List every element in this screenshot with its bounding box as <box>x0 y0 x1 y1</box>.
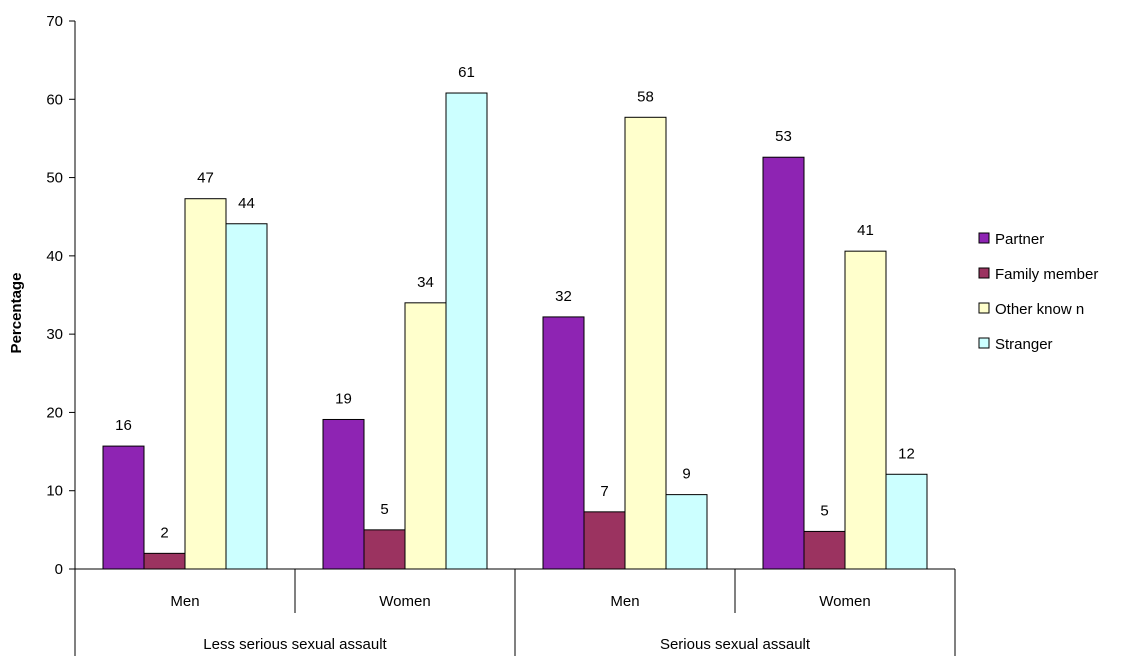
bar-family-member <box>143 552 186 570</box>
data-label: 61 <box>458 64 475 81</box>
y-tick-label: 30 <box>46 326 63 343</box>
data-label: 5 <box>820 502 828 519</box>
bar-stranger <box>665 494 708 570</box>
bar-family-member <box>363 529 406 570</box>
bar-other-know-n <box>624 116 667 570</box>
legend-label: Other know n <box>995 301 1084 318</box>
y-tick-label: 10 <box>46 483 63 500</box>
y-tick-label: 0 <box>55 561 63 578</box>
y-tick-label: 60 <box>46 91 63 108</box>
data-label: 19 <box>335 390 352 407</box>
legend-label: Partner <box>995 231 1044 248</box>
x-category-label: Women <box>379 593 430 610</box>
y-tick-label: 70 <box>46 13 63 30</box>
bar-family-member <box>803 530 846 570</box>
legend-label: Stranger <box>995 336 1053 353</box>
bar-other-know-n <box>844 250 887 570</box>
x-category-label: Men <box>610 593 639 610</box>
bar-stranger <box>225 223 268 570</box>
data-label: 41 <box>857 222 874 239</box>
bar-other-know-n <box>404 302 447 570</box>
bar-partner <box>762 156 805 570</box>
bar-partner <box>542 316 585 570</box>
legend-swatch <box>978 267 990 279</box>
data-label: 12 <box>898 445 915 462</box>
bar-partner <box>322 418 365 570</box>
data-label: 47 <box>197 170 214 187</box>
data-label: 44 <box>238 195 255 212</box>
bar-stranger <box>885 473 928 570</box>
y-tick-label: 40 <box>46 248 63 265</box>
bar-other-know-n <box>184 198 227 570</box>
x-category-label: Men <box>170 593 199 610</box>
data-label: 53 <box>775 128 792 145</box>
legend-swatch <box>978 302 990 314</box>
x-category-label: Women <box>819 593 870 610</box>
legend: Partner Family member Other know n Stranger <box>978 231 1098 353</box>
x-group-label: Less serious sexual assault <box>203 636 387 653</box>
data-label: 9 <box>682 466 690 483</box>
legend-swatch <box>978 337 990 349</box>
y-tick-label: 20 <box>46 404 63 421</box>
y-axis-title: Percentage <box>8 273 25 354</box>
legend-swatch <box>978 232 990 244</box>
data-label: 32 <box>555 288 572 305</box>
x-group-label: Serious sexual assault <box>660 636 811 653</box>
data-label: 58 <box>637 88 654 105</box>
legend-label: Family member <box>995 266 1098 283</box>
data-label: 16 <box>115 417 132 434</box>
data-label: 2 <box>160 524 168 541</box>
y-tick-label: 50 <box>46 170 63 187</box>
plot-area: 0 10 20 30 40 50 60 70 16 19 32 53 2 5 7 5 47 34 58 41 44 61 9… <box>46 13 956 656</box>
bar-partner <box>102 445 145 570</box>
data-label: 5 <box>380 501 388 518</box>
bar-family-member <box>583 511 626 570</box>
data-label: 7 <box>600 483 608 500</box>
data-label: 34 <box>417 274 434 291</box>
bar-stranger <box>445 92 488 570</box>
